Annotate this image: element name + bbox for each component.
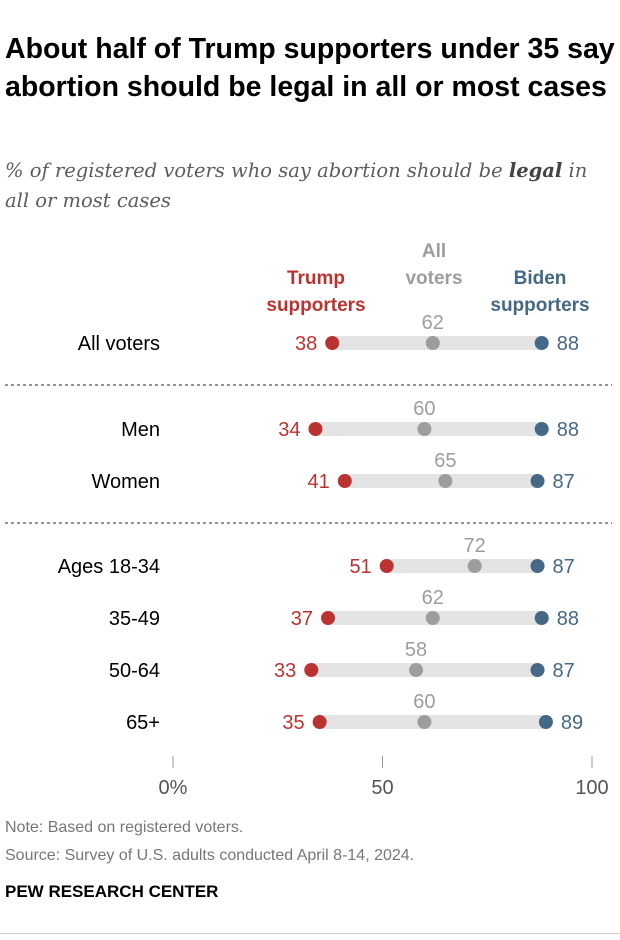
all-voters-value-label: 65: [434, 450, 456, 472]
row-label: 65+: [126, 712, 160, 734]
bottom-divider: [0, 933, 620, 934]
trump-dot: [325, 336, 340, 350]
biden-value-label: 88: [557, 608, 579, 630]
x-tick-label: 100: [575, 777, 608, 799]
biden-value-label: 89: [561, 712, 583, 734]
trump-dot: [379, 559, 394, 573]
trump-value-label: 33: [274, 660, 296, 682]
biden-dot: [534, 422, 549, 436]
trump-value-label: 37: [291, 608, 313, 630]
biden-dot: [530, 559, 545, 573]
all-voters-dot: [467, 559, 482, 573]
all-voters-value-label: 60: [413, 398, 435, 420]
subtitle-emphasis: legal: [508, 159, 563, 182]
all-voters-dot: [409, 663, 424, 677]
row-label: Ages 18-34: [58, 556, 160, 578]
note-text: Note: Based on registered voters.: [5, 819, 244, 836]
legend-all-label: voters: [405, 268, 462, 289]
all-voters-dot: [417, 422, 432, 436]
trump-dot: [321, 611, 336, 625]
trump-dot: [312, 715, 327, 729]
all-voters-value-label: 72: [464, 535, 486, 557]
biden-value-label: 87: [553, 471, 575, 493]
trump-dot: [304, 663, 319, 677]
biden-dot: [530, 663, 545, 677]
trump-value-label: 35: [282, 712, 304, 734]
legend-all-label: All: [422, 241, 446, 262]
biden-dot: [534, 336, 549, 350]
subtitle-text-end: in all or most cases: [5, 159, 588, 212]
x-tick-label: 50: [371, 777, 393, 799]
trump-value-label: 34: [278, 419, 300, 441]
row-label: Men: [121, 419, 160, 441]
trump-value-label: 38: [295, 333, 317, 355]
chart-subtitle: % of registered voters who say abortion …: [5, 156, 615, 216]
subtitle-text: % of registered voters who say abortion …: [5, 159, 509, 182]
legend-trump-label: Trump: [287, 268, 345, 289]
all-voters-dot: [425, 336, 440, 350]
biden-value-label: 88: [557, 419, 579, 441]
biden-dot: [530, 474, 545, 488]
row-label: 50-64: [109, 660, 160, 682]
biden-value-label: 88: [557, 333, 579, 355]
trump-value-label: 51: [349, 556, 371, 578]
legend-biden-label: supporters: [490, 295, 589, 316]
source-text: Source: Survey of U.S. adults conducted …: [5, 847, 415, 864]
biden-value-label: 87: [553, 660, 575, 682]
chart-title: About half of Trump supporters under 35 …: [5, 33, 615, 103]
trump-value-label: 41: [308, 471, 330, 493]
trump-dot: [308, 422, 323, 436]
all-voters-dot: [425, 611, 440, 625]
biden-value-label: 87: [553, 556, 575, 578]
pew-logo-text: PEW RESEARCH CENTER: [5, 882, 219, 901]
row-label: All voters: [78, 333, 160, 355]
biden-dot: [538, 715, 553, 729]
legend-trump-label: supporters: [266, 295, 365, 316]
all-voters-dot: [438, 474, 453, 488]
all-voters-value-label: 58: [405, 639, 427, 661]
all-voters-value-label: 60: [413, 691, 435, 713]
trump-dot: [337, 474, 352, 488]
all-voters-dot: [417, 715, 432, 729]
x-tick-label: 0%: [159, 777, 188, 799]
biden-dot: [534, 611, 549, 625]
row-label: Women: [91, 471, 160, 493]
all-voters-value-label: 62: [422, 587, 444, 609]
row-label: 35-49: [109, 608, 160, 630]
legend-biden-label: Biden: [514, 268, 567, 289]
all-voters-value-label: 62: [422, 312, 444, 334]
